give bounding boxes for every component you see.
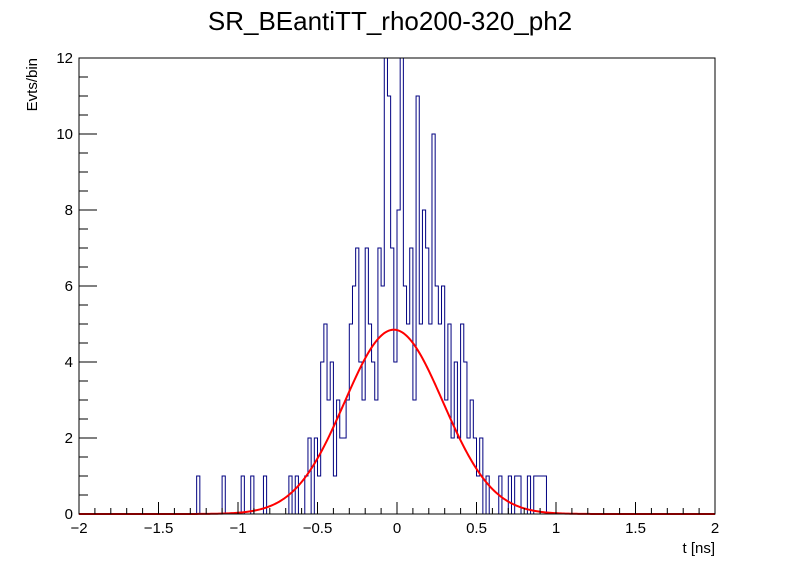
x-tick-label: 2: [711, 520, 719, 537]
x-axis-title: t [ns]: [682, 540, 715, 557]
x-tick-label: 1.5: [625, 520, 646, 537]
y-tick-label: 10: [56, 126, 73, 143]
y-tick-label: 2: [65, 430, 73, 447]
x-tick-label: 1: [552, 520, 560, 537]
plot-area: −2 −1.5 −1 −0.5 0 0.5 1 1.5 2 0 2 4 6 8 10 12: [56, 50, 719, 537]
x-tick-label: −1.5: [144, 520, 174, 537]
y-tick-label: 6: [65, 278, 73, 295]
x-tick-label: −2: [70, 520, 87, 537]
y-tick-label: 8: [65, 202, 73, 219]
chart-title: SR_BEantiTT_rho200-320_ph2: [208, 6, 572, 36]
histogram-series: [79, 57, 715, 515]
x-tick-label: −0.5: [303, 520, 333, 537]
x-tick-label: −1: [229, 520, 246, 537]
y-tick-label: 12: [56, 50, 73, 67]
y-axis-title: Evts/bin: [24, 58, 41, 111]
x-tick-label: 0: [393, 520, 401, 537]
y-tick-label: 0: [65, 506, 73, 523]
y-tick-label: 4: [65, 354, 73, 371]
x-tick-label: 0.5: [466, 520, 487, 537]
